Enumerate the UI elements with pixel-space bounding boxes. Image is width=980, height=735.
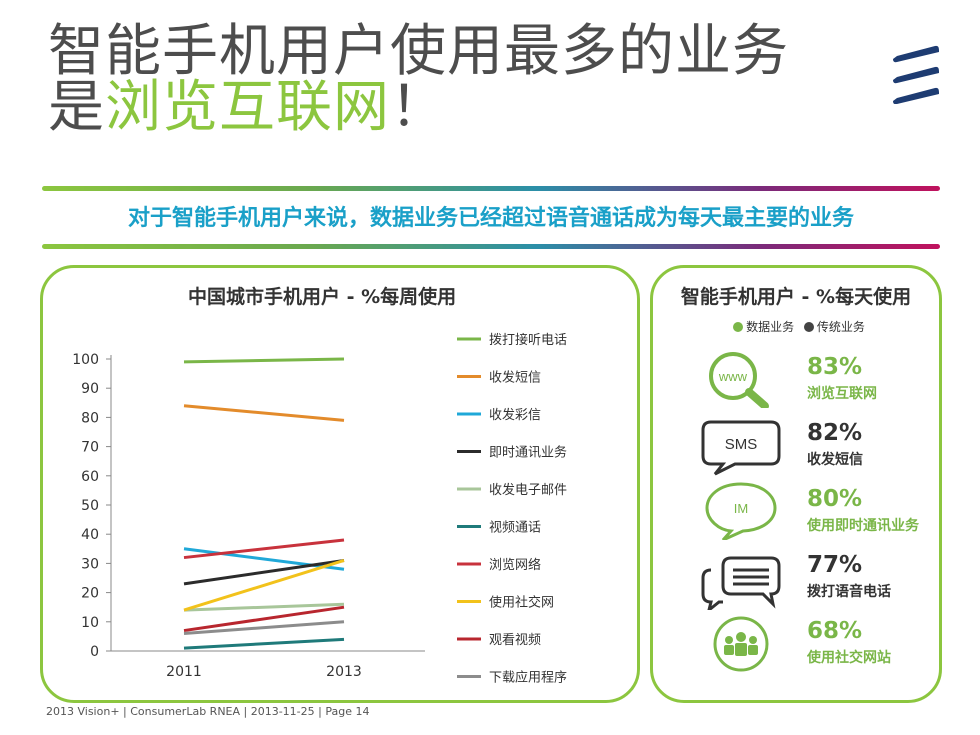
series-line-4 bbox=[183, 602, 345, 612]
stat-label: 收发短信 bbox=[807, 452, 863, 468]
subtitle: 对于智能手机用户来说，数据业务已经超过语音通话成为每天最主要的业务 bbox=[127, 206, 854, 231]
y-tick-label: 60 bbox=[81, 469, 99, 485]
stat-label: 使用即时通讯业务 bbox=[807, 518, 919, 534]
traditional-service-legend-label: 传统业务 bbox=[816, 320, 865, 334]
data-service-legend-label: 数据业务 bbox=[746, 320, 795, 334]
x-tick-label: 2011 bbox=[166, 664, 202, 680]
legend-label-6: 浏览网络 bbox=[489, 557, 541, 573]
y-tick-label: 80 bbox=[81, 410, 99, 426]
top-divider bbox=[42, 186, 940, 191]
y-tick-label: 40 bbox=[81, 527, 99, 543]
page-title-line-2: 是浏览互联网！ bbox=[48, 78, 447, 138]
data-service-legend-dot bbox=[733, 322, 744, 332]
chat-bubbles-icon bbox=[701, 556, 781, 610]
series-line-7 bbox=[183, 559, 345, 612]
im-icon-text: IM bbox=[734, 501, 748, 516]
stat-voice-call: 77% 拨打语音电话 bbox=[807, 552, 891, 602]
stat-percent: 77% bbox=[807, 552, 863, 578]
title-prefix: 是 bbox=[48, 75, 105, 140]
daily-usage-panel: 智能手机用户 - %每天使用 数据业务 传统业务 www 83% 浏览互联网 S… bbox=[650, 265, 942, 703]
stat-social-network: 68% 使用社交网站 bbox=[807, 618, 891, 668]
title-highlight: 浏览互联网 bbox=[105, 75, 390, 140]
y-tick-label: 100 bbox=[72, 352, 99, 368]
legend-label-3: 即时通讯业务 bbox=[489, 445, 567, 461]
series-line-0 bbox=[183, 357, 345, 364]
legend-label-0: 拨打接听电话 bbox=[489, 332, 567, 348]
stat-browse-internet: 83% 浏览互联网 bbox=[807, 354, 877, 404]
weekly-usage-line-chart: 0 10 20 30 40 50 60 70 80 90 100 2011 2013 拨打接听电话收发短信… bbox=[72, 332, 567, 686]
im-bubble-icon: IM bbox=[705, 482, 777, 540]
stat-label: 拨打语音电话 bbox=[807, 584, 891, 600]
legend-label-2: 收发彩信 bbox=[489, 407, 541, 423]
title-suffix: ！ bbox=[390, 75, 447, 140]
sms-icon-text: SMS bbox=[725, 436, 758, 453]
footer: 2013 Vision+ | ConsumerLab RNEA | 2013-1… bbox=[46, 705, 370, 718]
y-tick-label: 10 bbox=[81, 615, 99, 631]
legend-label-9: 下载应用程序 bbox=[489, 670, 567, 686]
x-tick-label: 2013 bbox=[326, 664, 362, 680]
series-line-8 bbox=[183, 605, 345, 633]
series-line-3 bbox=[183, 558, 345, 586]
daily-usage-title: 智能手机用户 - %每天使用 bbox=[680, 286, 912, 308]
stat-label: 浏览互联网 bbox=[807, 386, 877, 402]
stat-percent: 82% bbox=[807, 420, 863, 446]
y-tick-label: 20 bbox=[81, 586, 99, 602]
ericsson-logo-icon bbox=[893, 45, 939, 104]
stat-percent: 68% bbox=[807, 618, 863, 644]
stat-percent: 80% bbox=[807, 486, 863, 512]
y-tick-label: 50 bbox=[81, 498, 99, 514]
stat-instant-messaging: 80% 使用即时通讯业务 bbox=[807, 486, 919, 536]
y-tick-label: 0 bbox=[90, 644, 99, 660]
legend-label-8: 观看视频 bbox=[489, 632, 541, 648]
y-tick-label: 90 bbox=[81, 381, 99, 397]
social-group-icon bbox=[713, 616, 769, 672]
y-tick-label: 70 bbox=[81, 440, 99, 456]
www-icon-text: www bbox=[718, 369, 748, 384]
traditional-service-legend-dot bbox=[803, 322, 814, 332]
www-magnifier-icon: www bbox=[709, 352, 769, 408]
series-line-5 bbox=[183, 637, 345, 650]
weekly-usage-panel: 中国城市手机用户 - %每周使用 0 10 20 30 40 50 60 70 80 90 100 2… bbox=[40, 265, 640, 703]
y-tick-label: 30 bbox=[81, 556, 99, 572]
legend-label-7: 使用社交网 bbox=[489, 595, 554, 611]
legend-label-5: 视频通话 bbox=[489, 521, 541, 536]
series-line-9 bbox=[183, 620, 345, 635]
stat-label: 使用社交网站 bbox=[807, 650, 891, 666]
series-line-2 bbox=[183, 547, 345, 571]
legend-label-4: 收发电子邮件 bbox=[489, 482, 567, 498]
stat-percent: 83% bbox=[807, 354, 863, 380]
legend-label-1: 收发短信 bbox=[489, 370, 541, 386]
page-title-line-1: 智能手机用户使用最多的业务 bbox=[48, 19, 789, 84]
series-line-1 bbox=[183, 404, 345, 422]
daily-usage-legend: 数据业务 传统业务 bbox=[653, 318, 939, 335]
chart-title: 中国城市手机用户 - %每周使用 bbox=[188, 286, 457, 308]
sms-bubble-icon: SMS bbox=[701, 420, 781, 476]
series-line-6 bbox=[183, 538, 345, 560]
stat-sms: 82% 收发短信 bbox=[807, 420, 863, 470]
bottom-divider bbox=[42, 244, 940, 249]
